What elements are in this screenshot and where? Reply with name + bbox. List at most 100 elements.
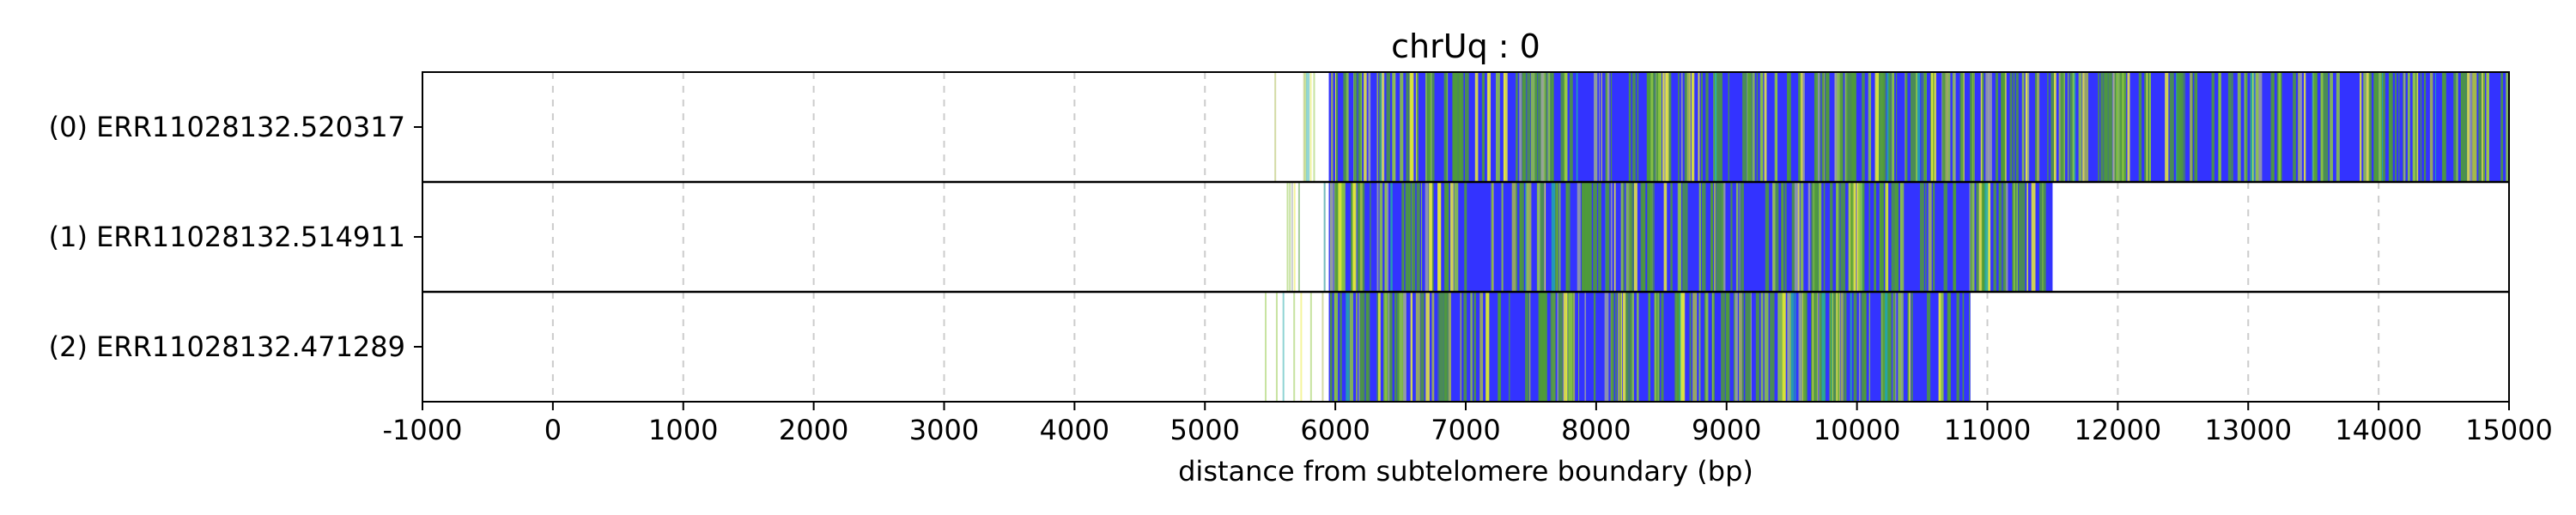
motif-stripe <box>1648 182 1653 292</box>
motif-stripe <box>2368 72 2372 182</box>
motif-stripe <box>1544 292 1546 402</box>
motif-stripe <box>1406 182 1412 292</box>
motif-stripe <box>1861 292 1866 402</box>
motif-stripe <box>1390 182 1393 292</box>
motif-stripe <box>1952 72 1956 182</box>
motif-stripe <box>1678 72 1680 182</box>
motif-stripe <box>1941 292 1944 402</box>
motif-stripe <box>2227 72 2232 182</box>
motif-stripe <box>1552 292 1556 402</box>
motif-stripe <box>1705 292 1709 402</box>
motif-stripe <box>1275 292 1278 402</box>
motif-stripe <box>1782 292 1786 402</box>
motif-stripe <box>2300 72 2302 182</box>
motif-stripe <box>2119 72 2123 182</box>
motif-stripe <box>2122 72 2126 182</box>
motif-stripe <box>1982 72 1984 182</box>
motif-stripe <box>1349 292 1353 402</box>
motif-stripe <box>1455 72 1458 182</box>
motif-stripe <box>2109 72 2113 182</box>
motif-stripe <box>2058 72 2061 182</box>
motif-stripe <box>1613 182 1616 292</box>
motif-stripe <box>1607 182 1610 292</box>
motif-stripe <box>2190 72 2193 182</box>
motif-stripe <box>1557 292 1558 402</box>
motif-stripe <box>1485 292 1490 402</box>
motif-stripe <box>1400 72 1404 182</box>
x-axis-label: distance from subtelomere boundary (bp) <box>1178 455 1753 488</box>
motif-stripe <box>2486 72 2489 182</box>
motif-stripe <box>1583 182 1588 292</box>
motif-stripe <box>2184 72 2185 182</box>
motif-stripe <box>1969 182 1971 292</box>
motif-stripe <box>1759 72 1764 182</box>
motif-stripe <box>1474 72 1479 182</box>
motif-stripe <box>1887 292 1892 402</box>
motif-stripe <box>2388 72 2392 182</box>
motif-stripe <box>1984 182 1989 292</box>
x-tick-label: 5000 <box>1170 414 1240 446</box>
motif-stripe <box>1563 292 1568 402</box>
motif-stripe <box>1981 182 1985 292</box>
motif-stripe <box>2009 72 2013 182</box>
motif-stripe <box>1439 292 1444 402</box>
motif-stripe <box>2500 72 2504 182</box>
x-tick-label: 6000 <box>1300 414 1370 446</box>
motif-stripe <box>1710 182 1713 292</box>
motif-stripe <box>1781 182 1784 292</box>
motif-stripe <box>1976 182 1979 292</box>
motif-stripe <box>1698 72 1700 182</box>
motif-stripe <box>1674 292 1680 402</box>
motif-stripe <box>1772 182 1776 292</box>
motif-stripe <box>1443 72 1448 182</box>
motif-stripe <box>2429 72 2433 182</box>
motif-stripe <box>1601 72 1602 182</box>
motif-stripe <box>1680 292 1686 402</box>
motif-stripe <box>1528 182 1532 292</box>
motif-stripe <box>1629 182 1632 292</box>
motif-stripe <box>2021 72 2025 182</box>
motif-stripe <box>1893 182 1898 292</box>
motif-stripe <box>1547 72 1551 182</box>
motif-stripe <box>1470 292 1473 402</box>
motif-stripe <box>1498 292 1502 402</box>
motif-stripe <box>1647 72 1649 182</box>
motif-stripe <box>1334 292 1339 402</box>
motif-stripe <box>1755 292 1759 402</box>
motif-stripe <box>1460 292 1462 402</box>
motif-stripe <box>1719 72 1722 182</box>
motif-stripe <box>1819 292 1822 402</box>
row-label: (1) ERR11028132.514911 <box>49 221 405 253</box>
motif-stripe <box>1540 72 1544 182</box>
motif-stripe <box>1739 182 1741 292</box>
motif-stripe <box>2127 72 2130 182</box>
motif-stripe <box>1797 182 1800 292</box>
motif-stripe <box>1416 182 1420 292</box>
motif-stripe <box>1634 182 1637 292</box>
motif-stripe <box>1343 72 1347 182</box>
motif-stripe <box>1291 182 1293 292</box>
motif-stripe <box>1988 72 1992 182</box>
motif-stripe <box>1571 292 1576 402</box>
motif-stripe <box>1473 292 1476 402</box>
motif-stripe <box>2115 72 2120 182</box>
motif-stripe <box>1629 292 1632 402</box>
motif-stripe <box>1610 182 1613 292</box>
motif-stripe <box>1308 72 1310 182</box>
motif-stripe <box>1329 182 1334 292</box>
motif-stripe <box>1346 72 1349 182</box>
motif-stripe <box>1376 182 1379 292</box>
motif-stripe <box>2363 72 2366 182</box>
motif-stripe <box>1658 292 1661 402</box>
motif-stripe <box>1696 292 1698 402</box>
motif-stripe <box>1425 72 1428 182</box>
motif-stripe <box>1387 292 1390 402</box>
motif-stripe <box>1401 182 1405 292</box>
motif-stripe <box>1545 72 1547 182</box>
motif-stripe <box>1899 182 1902 292</box>
motif-stripe <box>1593 292 1596 402</box>
motif-stripe <box>1437 182 1442 292</box>
motif-stripe <box>1416 72 1419 182</box>
motif-stripe <box>1550 292 1552 402</box>
motif-stripe <box>2470 72 2472 182</box>
